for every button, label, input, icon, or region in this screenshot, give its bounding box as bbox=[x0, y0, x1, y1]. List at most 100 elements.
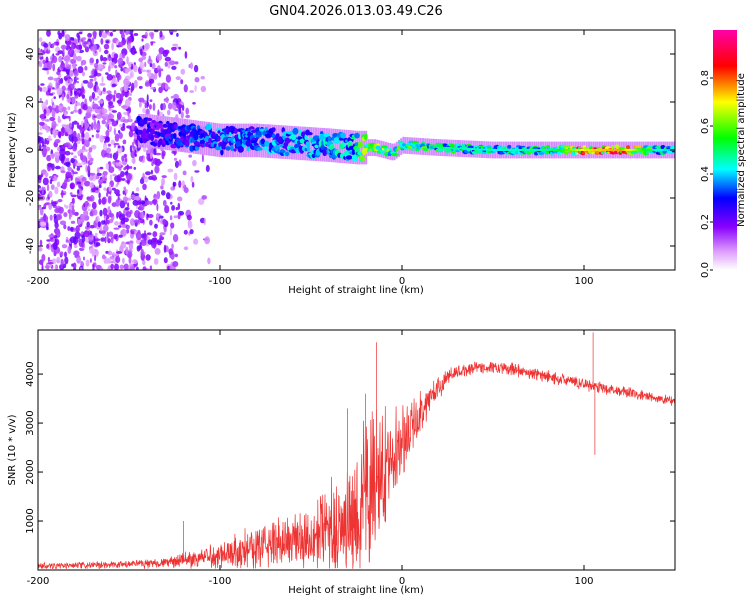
spectrogram-cell bbox=[642, 149, 645, 151]
spectrogram-cell bbox=[117, 73, 120, 83]
spectrogram-cell bbox=[56, 81, 60, 90]
spectrogram-cell bbox=[180, 68, 186, 75]
spectrogram-cell bbox=[52, 63, 56, 72]
spectrogram-cell bbox=[62, 244, 68, 248]
spectrogram-cell bbox=[128, 256, 132, 264]
spectrogram-cell bbox=[153, 258, 159, 265]
spectrogram-cell bbox=[60, 62, 66, 70]
spectrogram-cell bbox=[42, 177, 49, 186]
spectrogram-cell bbox=[75, 102, 81, 106]
spectrogram-cell bbox=[193, 133, 199, 141]
spectrogram-cell bbox=[174, 61, 179, 65]
spectrogram-cell bbox=[100, 38, 104, 45]
spectrogram-cell bbox=[180, 79, 184, 85]
spectrogram-cell bbox=[645, 149, 648, 151]
snr-ticks: -200 -100 0 100 1000 2000 3000 4000 bbox=[25, 330, 675, 587]
spectrogram-cell bbox=[142, 119, 148, 125]
spectrogram-cell bbox=[670, 145, 675, 150]
spectrogram-cell bbox=[216, 128, 222, 132]
spectrogram-cell bbox=[483, 148, 486, 151]
spectrogram-cell bbox=[660, 149, 663, 151]
spectrogram-cell bbox=[138, 155, 143, 162]
spectrogram-cell bbox=[136, 76, 143, 81]
spectrogram-cell bbox=[114, 133, 120, 142]
spectrogram-cell bbox=[183, 229, 188, 235]
spectrogram-cell bbox=[134, 149, 137, 157]
spectrogram-cell bbox=[41, 147, 48, 156]
spectrogram-cell bbox=[70, 175, 73, 181]
spectrogram-ytick-label: -20 bbox=[25, 190, 36, 206]
spectrogram-cell bbox=[70, 157, 75, 164]
spectrogram-cell bbox=[95, 187, 99, 191]
spectrogram-cell bbox=[269, 124, 272, 158]
spectrogram-cell bbox=[142, 232, 147, 239]
spectrogram-cell bbox=[105, 122, 109, 128]
spectrogram-cell bbox=[60, 128, 65, 137]
spectrogram-cell bbox=[154, 139, 158, 143]
spectrogram-cell bbox=[39, 98, 42, 102]
spectrogram-cell bbox=[133, 166, 137, 170]
spectrogram-cell bbox=[631, 149, 634, 151]
spectrogram-cell bbox=[47, 76, 54, 81]
spectrogram-cell bbox=[157, 65, 161, 70]
spectrogram-cell bbox=[38, 132, 43, 135]
spectrogram-cell bbox=[74, 77, 79, 80]
spectrogram-cell bbox=[60, 258, 64, 267]
spectrogram-cell bbox=[84, 115, 88, 124]
spectrogram-cell bbox=[107, 93, 113, 100]
spectrogram-cell bbox=[165, 192, 171, 200]
spectrogram-cell bbox=[505, 149, 508, 151]
spectrogram-cell bbox=[81, 131, 85, 138]
spectrogram-cell bbox=[624, 149, 626, 151]
spectrogram-cell bbox=[445, 146, 448, 149]
spectrogram-cell bbox=[113, 227, 120, 230]
spectrogram-cell bbox=[306, 144, 311, 152]
spectrogram-cell bbox=[170, 143, 178, 149]
spectrogram-cell bbox=[155, 152, 162, 156]
spectrogram-cell bbox=[158, 69, 162, 78]
spectrogram-cell bbox=[147, 214, 154, 218]
spectrogram-cell bbox=[105, 72, 109, 75]
spectrogram-cell bbox=[83, 230, 90, 238]
spectrogram-cell bbox=[106, 257, 112, 264]
colorbar-tick-label: 0.6 bbox=[700, 118, 711, 134]
spectrogram-cell bbox=[118, 41, 124, 48]
spectrogram-cell bbox=[78, 90, 81, 94]
spectrogram-cell bbox=[146, 72, 152, 77]
spectrogram-cell bbox=[63, 224, 67, 230]
spectrogram-cell bbox=[149, 99, 153, 102]
spectrogram-cell bbox=[141, 69, 147, 73]
spectrogram-cell bbox=[602, 149, 605, 151]
spectrogram-cell bbox=[79, 149, 84, 154]
spectrogram-cell bbox=[114, 263, 119, 270]
spectrogram-cell bbox=[95, 133, 100, 139]
spectrogram-cell bbox=[70, 152, 74, 155]
spectrogram-cell bbox=[105, 130, 110, 137]
spectrogram-cell bbox=[598, 149, 601, 151]
spectrogram-cell bbox=[600, 149, 603, 151]
spectrogram-cell bbox=[106, 40, 109, 44]
spectrogram-ytick-label: 20 bbox=[25, 96, 36, 109]
spectrogram-cell bbox=[173, 215, 179, 219]
spectrogram-cell bbox=[127, 42, 132, 50]
spectrogram-cell bbox=[72, 81, 76, 85]
spectrogram-cell bbox=[107, 231, 114, 237]
spectrogram-cell bbox=[456, 147, 459, 150]
spectrogram-cell bbox=[65, 239, 69, 243]
spectrogram-cell bbox=[109, 174, 113, 181]
spectrogram-cell bbox=[494, 149, 497, 151]
spectrogram-cell bbox=[103, 187, 107, 191]
spectrogram-cell bbox=[118, 234, 123, 238]
spectrogram-cell bbox=[172, 43, 179, 47]
spectrogram-cell bbox=[106, 231, 109, 240]
spectrogram-cell bbox=[462, 147, 465, 150]
spectrogram-cell bbox=[142, 107, 146, 114]
spectrogram-cell bbox=[184, 139, 190, 147]
spectrogram-cell bbox=[91, 234, 94, 238]
spectrogram-cell bbox=[155, 212, 160, 221]
spectrogram-cell bbox=[124, 157, 128, 163]
spectrogram-cell bbox=[53, 151, 61, 159]
spectrogram-cell bbox=[467, 147, 470, 150]
spectrogram-cell bbox=[635, 145, 642, 150]
spectrogram-cell bbox=[130, 33, 134, 40]
